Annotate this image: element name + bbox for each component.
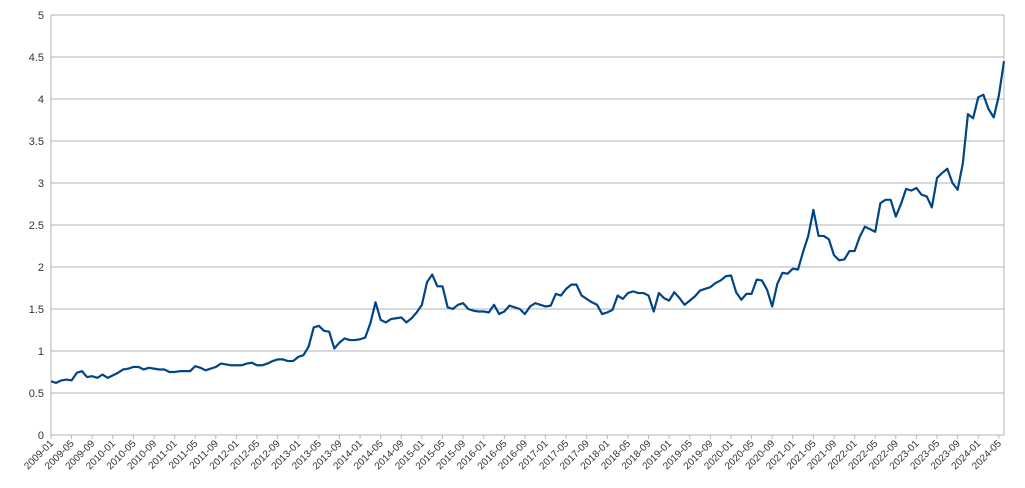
gridlines <box>50 14 1005 436</box>
y-tick-label: 2 <box>38 262 44 274</box>
y-tick-label: 1.5 <box>29 304 44 316</box>
y-tick-label: 5 <box>38 10 44 22</box>
y-tick-label: 4.5 <box>29 52 44 64</box>
y-tick-label: 4 <box>38 94 44 106</box>
y-tick-label: 2.5 <box>29 220 44 232</box>
y-tick-label: 1 <box>38 346 44 358</box>
y-axis: 0 0.5 1 1.5 2 2.5 3 3.5 4 4.5 5 <box>29 10 44 442</box>
y-tick-label: 3 <box>38 178 44 190</box>
y-tick-label: 0 <box>38 430 44 442</box>
y-tick-label: 3.5 <box>29 136 44 148</box>
x-axis: 2009-012009-052009-092010-012010-052010-… <box>22 435 1004 472</box>
series-line <box>50 61 1006 385</box>
series-group <box>50 61 1006 385</box>
y-tick-label: 0.5 <box>29 388 44 400</box>
